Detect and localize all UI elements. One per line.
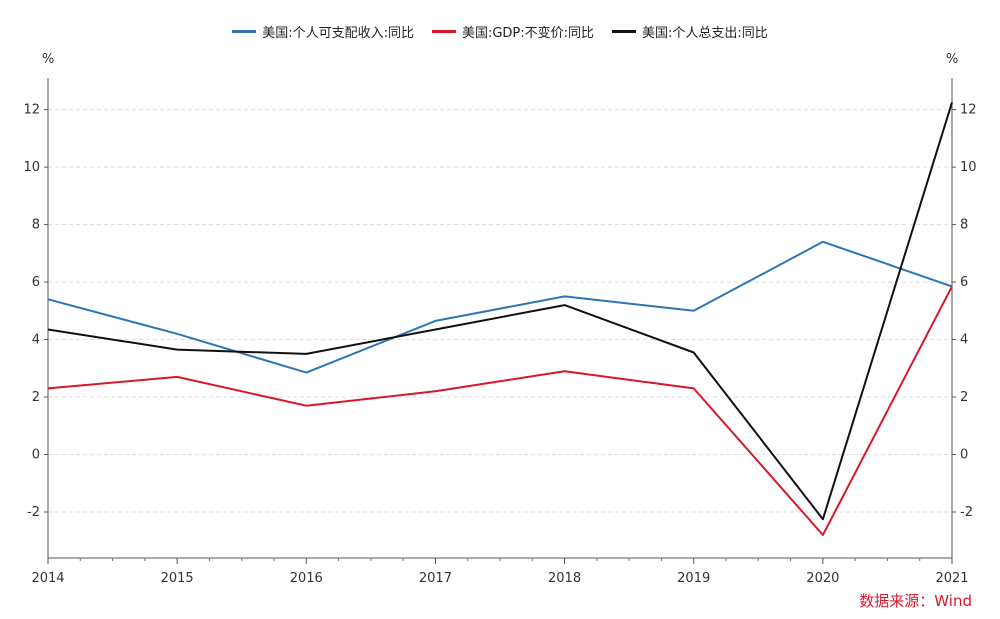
y-tick-label-right: 6 <box>960 275 968 290</box>
y-tick-label-left: 4 <box>32 333 40 348</box>
series-line-0 <box>47 240 953 374</box>
y-tick-label-right: 12 <box>960 103 977 118</box>
legend-swatch-spending <box>612 30 637 33</box>
legend-item-income: 美国:个人可支配收入:同比 <box>232 22 414 41</box>
x-tick-label: 2021 <box>935 571 968 586</box>
series-line-1 <box>47 285 953 536</box>
y-axis-right-unit: % <box>946 52 959 67</box>
legend-label-gdp: 美国:GDP:不变价:同比 <box>461 26 595 41</box>
chart-legend: 美国:个人可支配收入:同比 美国:GDP:不变价:同比 美国:个人总支出:同比 <box>0 22 1000 41</box>
y-tick-label-left: 0 <box>32 448 40 463</box>
y-axis-left-unit: % <box>42 52 55 67</box>
y-tick-label-left: 2 <box>32 390 40 405</box>
y-tick-label-right: 10 <box>960 160 977 175</box>
x-tick-label: 2014 <box>31 571 64 586</box>
y-tick-label-left: 6 <box>32 275 40 290</box>
x-tick-label: 2020 <box>806 571 839 586</box>
y-tick-label-right: 2 <box>960 390 968 405</box>
data-source-note: 数据来源：Wind <box>859 592 972 610</box>
legend-item-gdp: 美国:GDP:不变价:同比 <box>431 22 595 41</box>
y-tick-label-left: 12 <box>23 103 40 118</box>
y-tick-label-right: -2 <box>960 505 973 520</box>
legend-label-income: 美国:个人可支配收入:同比 <box>262 26 414 41</box>
y-tick-label-right: 0 <box>960 448 968 463</box>
y-tick-label-right: 4 <box>960 333 968 348</box>
y-tick-label-right: 8 <box>960 218 968 233</box>
x-tick-label: 2015 <box>161 571 194 586</box>
y-tick-label-left: 8 <box>32 218 40 233</box>
legend-swatch-income <box>232 30 257 33</box>
legend-item-spending: 美国:个人总支出:同比 <box>612 22 768 41</box>
x-tick-label: 2018 <box>548 571 581 586</box>
x-tick-label: 2019 <box>677 571 710 586</box>
legend-swatch-gdp <box>431 30 456 33</box>
x-tick-label: 2016 <box>290 571 323 586</box>
series-line-2 <box>47 102 953 521</box>
x-tick-label: 2017 <box>419 571 452 586</box>
y-tick-label-left: -2 <box>27 505 40 520</box>
legend-label-spending: 美国:个人总支出:同比 <box>642 26 768 41</box>
y-tick-label-left: 10 <box>23 160 40 175</box>
